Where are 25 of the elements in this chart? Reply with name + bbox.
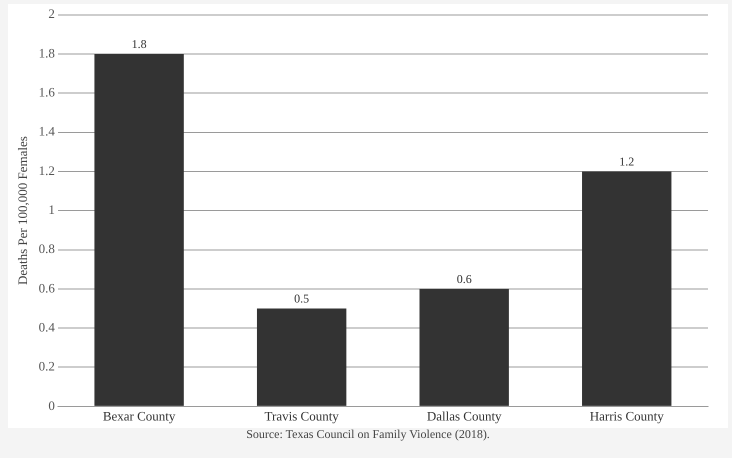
x-tick-label: Dallas County (426, 408, 502, 424)
y-tick-label: 1.8 (38, 45, 55, 60)
y-tick-label: 0.8 (38, 241, 55, 256)
bar (256, 308, 346, 406)
y-tick-label: 0.6 (38, 280, 56, 296)
bar (582, 171, 672, 406)
y-tick-label: 1.6 (38, 84, 56, 100)
y-tick-label: 1.4 (38, 124, 56, 139)
bar (419, 288, 509, 406)
x-tick-label: Travis County (264, 408, 340, 424)
y-axis-title: Deaths Per 100,000 Females (15, 136, 30, 285)
y-tick-label: 0.4 (38, 320, 56, 334)
data-label: 0.6 (456, 272, 472, 286)
data-label: 0.5 (294, 292, 310, 306)
y-tick-label: 0.2 (38, 358, 55, 374)
bar (94, 54, 184, 406)
data-label: 1.2 (619, 154, 634, 169)
x-tick-label: Bexar County (102, 408, 176, 424)
data-label: 1.8 (132, 37, 147, 52)
y-tick-label: 2 (48, 6, 55, 22)
y-tick-label: 1 (48, 202, 55, 218)
y-tick-label: 1.2 (38, 162, 55, 178)
y-tick-label: 0 (48, 398, 55, 413)
source-note: Source: Texas Council on Family Violence (2018). (245, 427, 491, 442)
x-tick-label: Harris County (590, 408, 664, 424)
